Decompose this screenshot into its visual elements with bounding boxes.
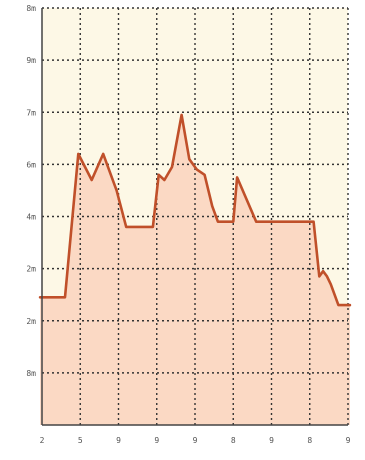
y-tick-label-3: 4m bbox=[26, 213, 36, 222]
x-tick-label-2: 9 bbox=[116, 436, 121, 445]
x-tick-label-3: 9 bbox=[154, 436, 159, 445]
x-tick-labels: 2 5 9 9 9 8 9 8 9 bbox=[40, 436, 351, 445]
y-tick-label-4: 6m bbox=[26, 160, 36, 169]
x-tick-label-0: 2 bbox=[40, 436, 45, 445]
x-tick-label-1: 5 bbox=[78, 436, 83, 445]
gridlines bbox=[42, 7, 349, 425]
series-line bbox=[38, 113, 352, 307]
x-tick-label-8: 9 bbox=[346, 436, 351, 445]
y-tick-label-5: 7m bbox=[26, 108, 36, 117]
x-tick-label-4: 9 bbox=[193, 436, 198, 445]
x-tick-label-5: 8 bbox=[231, 436, 236, 445]
y-tick-label-1: 2m bbox=[26, 317, 36, 326]
y-tick-label-2: 2m bbox=[26, 265, 36, 274]
y-tick-label-6: 9m bbox=[26, 56, 36, 65]
y-tick-labels: 8m 2m 2m 4m 6m 7m 9m 8m bbox=[26, 4, 36, 378]
y-tick-label-0: 8m bbox=[26, 369, 36, 378]
y-tick-label-7: 8m bbox=[26, 4, 36, 13]
x-tick-label-6: 9 bbox=[269, 436, 274, 445]
x-tick-label-7: 8 bbox=[307, 436, 312, 445]
